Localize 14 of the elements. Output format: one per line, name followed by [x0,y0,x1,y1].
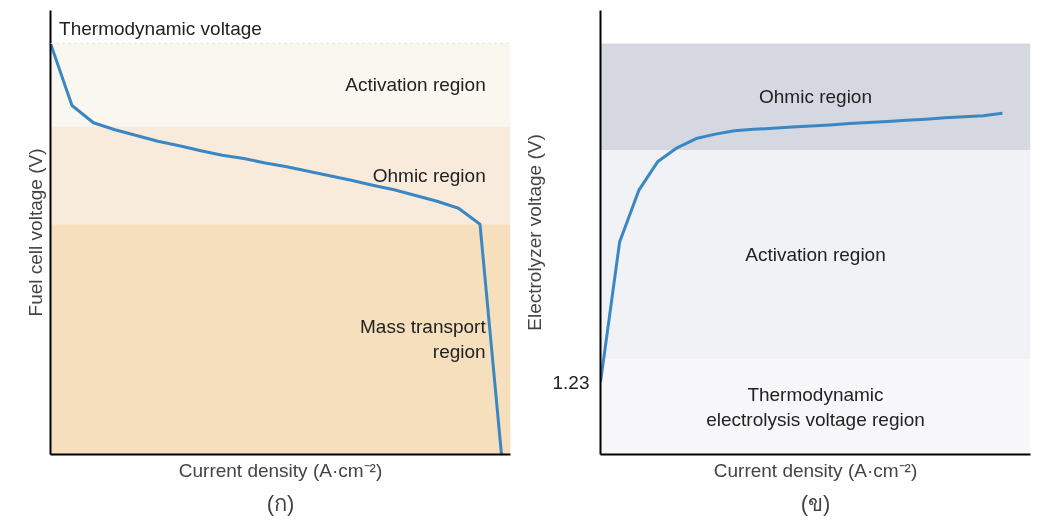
y-axis-title: Fuel cell voltage (V) [24,148,46,317]
band-label: Activation region [745,244,886,266]
band-label: Ohmic region [759,86,873,108]
x-axis-title: Current density (A·cm⁻²) [178,459,383,481]
band-label: Mass transport region [360,316,487,363]
text: (ข) [800,490,831,516]
y-axis-title: Electrolyzer voltage (V) [523,134,545,331]
text: (ก) [266,490,295,516]
x-axis-title: Current density (A·cm⁻²) [713,459,918,481]
text: 1.23 [552,371,590,393]
band-label: Thermodynamic electrolysis voltage region [706,383,925,431]
band-label: Activation region [345,74,486,96]
band-label: Ohmic region [372,164,486,186]
ref-line-label: Thermodynamic voltage [59,18,262,40]
